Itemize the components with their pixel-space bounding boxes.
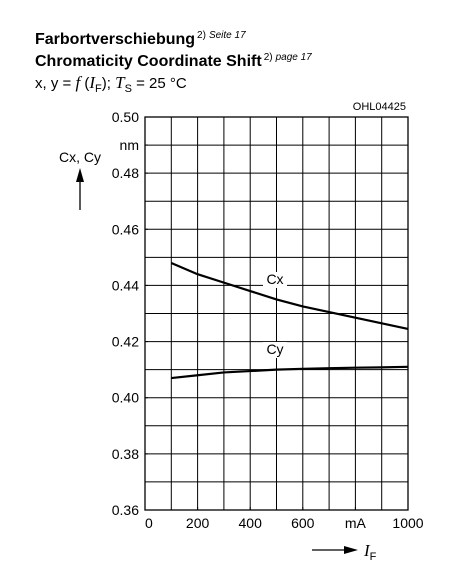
title: Farbortverschiebung 2) Seite 17	[35, 30, 246, 48]
x-arrowhead	[344, 546, 358, 554]
series-label: Cx	[266, 271, 283, 287]
x-tick-label: 600	[291, 515, 315, 531]
y-tick-label: 0.38	[112, 446, 139, 462]
y-tick-label: 0.42	[112, 334, 139, 350]
subtitle-part: F	[95, 83, 102, 95]
plot-frame	[144, 116, 409, 511]
x-axis-label: IF	[363, 541, 377, 563]
title-note: Seite 17	[209, 30, 246, 41]
title2-note: 2)	[264, 52, 273, 63]
x-label-part: F	[370, 551, 377, 563]
y-tick-label: nm	[120, 137, 139, 153]
series-line	[170, 261, 409, 331]
x-tick-label: 1000	[392, 515, 423, 531]
y-tick-label: 0.36	[112, 502, 139, 518]
y-tick-label: 0.46	[112, 221, 139, 237]
x-tick-label: 0	[145, 515, 153, 531]
y-tick-label: 0.40	[112, 390, 139, 406]
subtitle-part: x, y =	[35, 75, 75, 92]
series-label: Cy	[266, 341, 283, 357]
y-tick-label: 0.48	[112, 165, 139, 181]
subtitle-part: T	[115, 73, 126, 92]
title-text: Farbortverschiebung	[35, 31, 195, 48]
y-arrowhead	[76, 168, 84, 182]
subtitle-part: I	[88, 73, 96, 92]
y-tick-label: 0.50	[112, 109, 139, 125]
title-note: 2)	[197, 30, 206, 41]
subtitle: x, y = f (IF); TS = 25 °C	[35, 73, 187, 95]
label-bg	[263, 342, 287, 358]
y-axis-label: Cx, Cy	[59, 149, 101, 165]
x-label-part: I	[363, 541, 371, 560]
label-bg	[263, 272, 287, 288]
x-tick-label: mA	[345, 515, 367, 531]
y-tick-label: 0.44	[112, 277, 139, 293]
subtitle-part: S	[125, 83, 132, 95]
series-line	[171, 365, 409, 380]
title2: Chromaticity Coordinate Shift 2) page 17	[35, 52, 312, 70]
figure-code: OHL04425	[353, 101, 406, 113]
x-tick-label: 200	[186, 515, 210, 531]
subtitle-part: );	[102, 75, 115, 92]
x-tick-label: 400	[239, 515, 263, 531]
subtitle-part: (	[80, 75, 89, 92]
subtitle-part: f	[75, 73, 82, 92]
title2-text: Chromaticity Coordinate Shift	[35, 53, 262, 70]
subtitle-part: = 25 °C	[132, 75, 187, 92]
title2-note: page 17	[275, 52, 313, 63]
